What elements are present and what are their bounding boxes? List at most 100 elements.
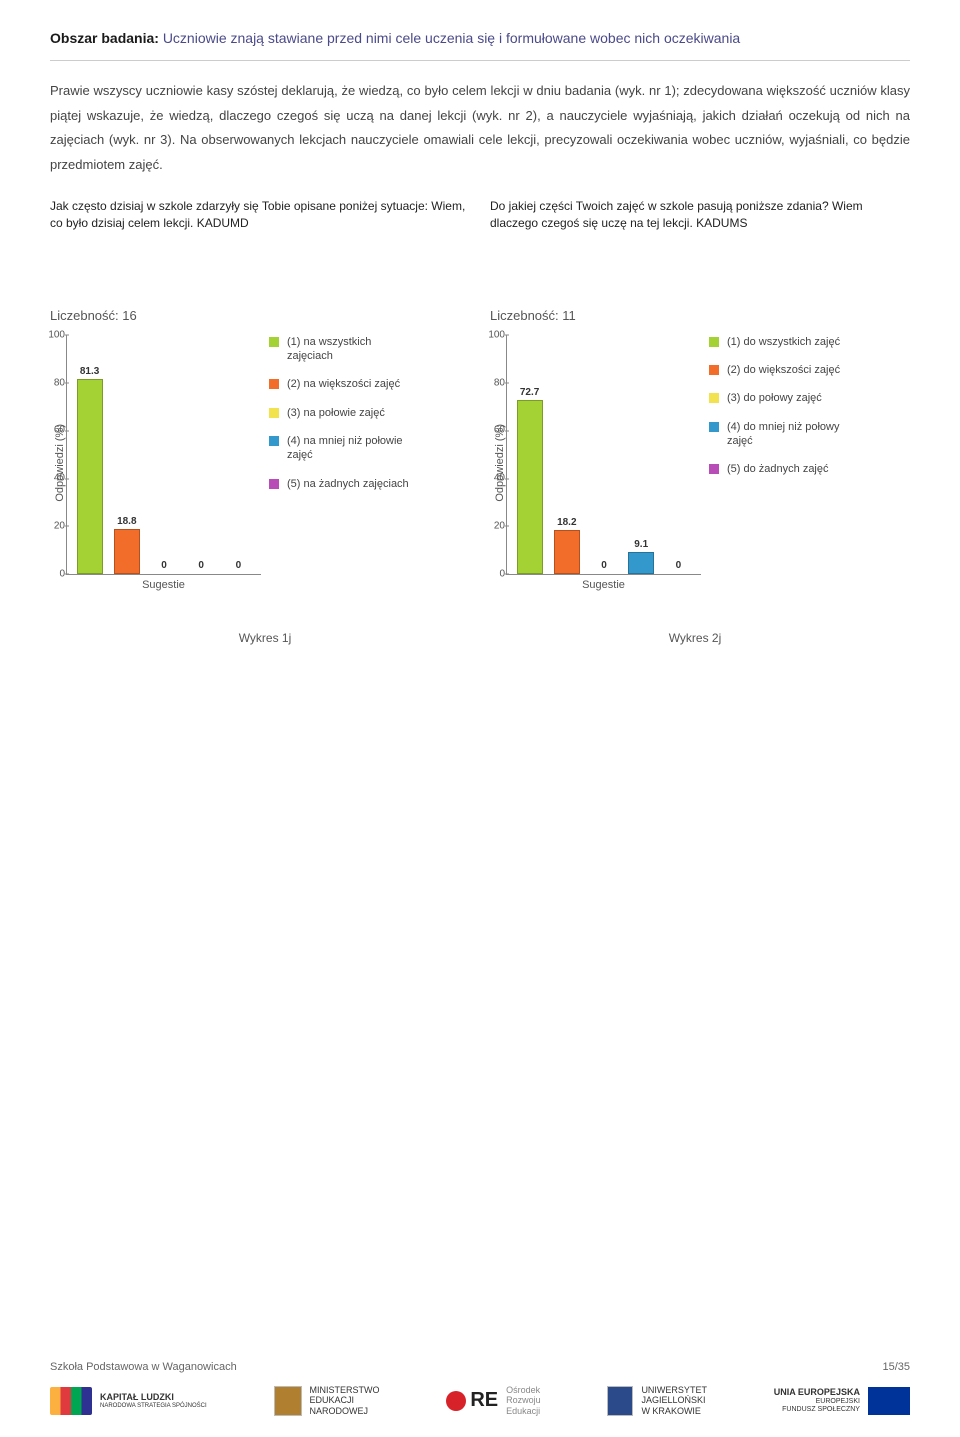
page-footer: Szkoła Podstawowa w Waganowicach 15/35 K… bbox=[50, 1361, 910, 1417]
chart-1-plot: 020406080100 81.318.8000 bbox=[66, 335, 261, 575]
logo-ore: RE Ośrodek Rozwoju Edukacji bbox=[446, 1385, 540, 1417]
ore-icon: RE bbox=[446, 1389, 498, 1412]
y-tick: 80 bbox=[494, 377, 505, 388]
ore-letters: RE bbox=[470, 1389, 498, 1412]
kl-icon bbox=[50, 1387, 92, 1415]
y-tick: 100 bbox=[48, 329, 65, 340]
legend-label: (5) do żadnych zajęć bbox=[727, 462, 829, 476]
chart-2-caption: Wykres 2j bbox=[480, 631, 910, 645]
bar bbox=[517, 400, 543, 574]
chart-2-question: Do jakiej części Twoich zajęć w szkole p… bbox=[490, 198, 910, 278]
legend-item: (5) do żadnych zajęć bbox=[709, 462, 857, 476]
bar-value-label: 0 bbox=[601, 560, 607, 571]
bar bbox=[114, 529, 140, 574]
bar bbox=[225, 573, 251, 574]
body-paragraph: Prawie wszyscy uczniowie kasy szóstej de… bbox=[50, 79, 910, 178]
bar bbox=[151, 573, 177, 574]
bar-column: 0 bbox=[183, 335, 220, 574]
bar bbox=[554, 530, 580, 573]
chart-2-count: Liczebność: 11 bbox=[490, 308, 910, 323]
logo-men: MINISTERSTWO EDUKACJI NARODOWEJ bbox=[274, 1385, 380, 1417]
captions-row: Wykres 1j Wykres 2j bbox=[50, 631, 910, 645]
charts-row: Jak często dzisiaj w szkole zdarzyły się… bbox=[50, 198, 910, 591]
bar bbox=[628, 552, 654, 574]
footer-left: Szkoła Podstawowa w Waganowicach bbox=[50, 1361, 237, 1373]
y-tick: 100 bbox=[488, 329, 505, 340]
chart-2-xlabel: Sugestie bbox=[506, 579, 701, 591]
legend-label: (3) na połowie zajęć bbox=[287, 406, 385, 420]
section-label: Obszar badania: bbox=[50, 30, 159, 46]
logo-kapital-ludzki: KAPITAŁ LUDZKI NARODOWA STRATEGIA SPÓJNO… bbox=[50, 1387, 207, 1415]
section-heading: Obszar badania: Uczniowie znają stawiane… bbox=[50, 30, 910, 46]
bar-value-label: 18.8 bbox=[117, 516, 136, 527]
bar-column: 9.1 bbox=[623, 335, 660, 574]
bar-value-label: 0 bbox=[236, 560, 242, 571]
bar-column: 0 bbox=[585, 335, 622, 574]
eu-flag-icon bbox=[868, 1387, 910, 1415]
legend-item: (5) na żadnych zajęciach bbox=[269, 477, 417, 491]
chart-2: Do jakiej części Twoich zajęć w szkole p… bbox=[490, 198, 910, 591]
uj-icon bbox=[607, 1386, 633, 1416]
uj-text: UNIWERSYTET JAGIELLOŃSKI W KRAKOWIE bbox=[641, 1385, 707, 1417]
legend-label: (2) do większości zajęć bbox=[727, 363, 840, 377]
legend-swatch-icon bbox=[709, 365, 719, 375]
bar-value-label: 9.1 bbox=[634, 539, 648, 550]
legend-label: (4) na mniej niż połowie zajęć bbox=[287, 434, 417, 463]
legend-item: (1) do wszystkich zajęć bbox=[709, 335, 857, 349]
bar-column: 0 bbox=[145, 335, 182, 574]
bar-column: 18.2 bbox=[548, 335, 585, 574]
legend-swatch-icon bbox=[709, 393, 719, 403]
chart-2-area: Odpowiedzi (%) 020406080100 72.718.209.1… bbox=[490, 335, 910, 591]
legend-swatch-icon bbox=[709, 422, 719, 432]
bar-column: 18.8 bbox=[108, 335, 145, 574]
y-tick: 40 bbox=[54, 473, 65, 484]
legend-label: (1) na wszystkich zajęciach bbox=[287, 335, 417, 364]
chart-2-legend: (1) do wszystkich zajęć (2) do większości… bbox=[709, 335, 857, 491]
bar-value-label: 72.7 bbox=[520, 387, 539, 398]
bar-column: 72.7 bbox=[511, 335, 548, 574]
chart-1-question: Jak często dzisiaj w szkole zdarzyły się… bbox=[50, 198, 470, 278]
y-tick: 0 bbox=[499, 568, 505, 579]
legend-item: (4) do mniej niż połowy zajęć bbox=[709, 420, 857, 449]
section-title-text: Uczniowie znają stawiane przed nimi cele… bbox=[163, 30, 740, 46]
y-tick: 80 bbox=[54, 377, 65, 388]
legend-label: (5) na żadnych zajęciach bbox=[287, 477, 409, 491]
legend-item: (3) do połowy zajęć bbox=[709, 391, 857, 405]
legend-swatch-icon bbox=[269, 408, 279, 418]
ore-sub: Ośrodek Rozwoju Edukacji bbox=[506, 1385, 541, 1417]
legend-label: (2) na większości zajęć bbox=[287, 377, 400, 391]
legend-label: (3) do połowy zajęć bbox=[727, 391, 822, 405]
kl-sub: NARODOWA STRATEGIA SPÓJNOŚCI bbox=[100, 1403, 207, 1410]
bar-value-label: 81.3 bbox=[80, 366, 99, 377]
y-tick: 40 bbox=[494, 473, 505, 484]
footer-line: Szkoła Podstawowa w Waganowicach 15/35 bbox=[50, 1361, 910, 1373]
kl-main: KAPITAŁ LUDZKI bbox=[100, 1392, 207, 1403]
chart-1-area: Odpowiedzi (%) 020406080100 81.318.8000 … bbox=[50, 335, 470, 591]
legend-label: (4) do mniej niż połowy zajęć bbox=[727, 420, 857, 449]
chart-2-plot: 020406080100 72.718.209.10 bbox=[506, 335, 701, 575]
legend-swatch-icon bbox=[269, 479, 279, 489]
logo-uj: UNIWERSYTET JAGIELLOŃSKI W KRAKOWIE bbox=[607, 1385, 707, 1417]
legend-item: (2) na większości zajęć bbox=[269, 377, 417, 391]
legend-swatch-icon bbox=[269, 379, 279, 389]
eu-main: UNIA EUROPEJSKA bbox=[774, 1387, 860, 1398]
bar bbox=[77, 379, 103, 573]
legend-item: (4) na mniej niż połowie zajęć bbox=[269, 434, 417, 463]
y-tick: 20 bbox=[54, 520, 65, 531]
legend-item: (3) na połowie zajęć bbox=[269, 406, 417, 420]
legend-label: (1) do wszystkich zajęć bbox=[727, 335, 840, 349]
legend-swatch-icon bbox=[269, 337, 279, 347]
bar-value-label: 0 bbox=[676, 560, 682, 571]
legend-item: (2) do większości zajęć bbox=[709, 363, 857, 377]
legend-swatch-icon bbox=[269, 436, 279, 446]
y-tick: 60 bbox=[54, 425, 65, 436]
legend-swatch-icon bbox=[709, 337, 719, 347]
y-tick: 0 bbox=[59, 568, 65, 579]
chart-1-xlabel: Sugestie bbox=[66, 579, 261, 591]
bar bbox=[665, 573, 691, 574]
logo-eu: UNIA EUROPEJSKA EUROPEJSKI FUNDUSZ SPOŁE… bbox=[774, 1387, 910, 1415]
bar-value-label: 0 bbox=[161, 560, 167, 571]
bar-column: 0 bbox=[220, 335, 257, 574]
legend-item: (1) na wszystkich zajęciach bbox=[269, 335, 417, 364]
divider bbox=[50, 60, 910, 61]
